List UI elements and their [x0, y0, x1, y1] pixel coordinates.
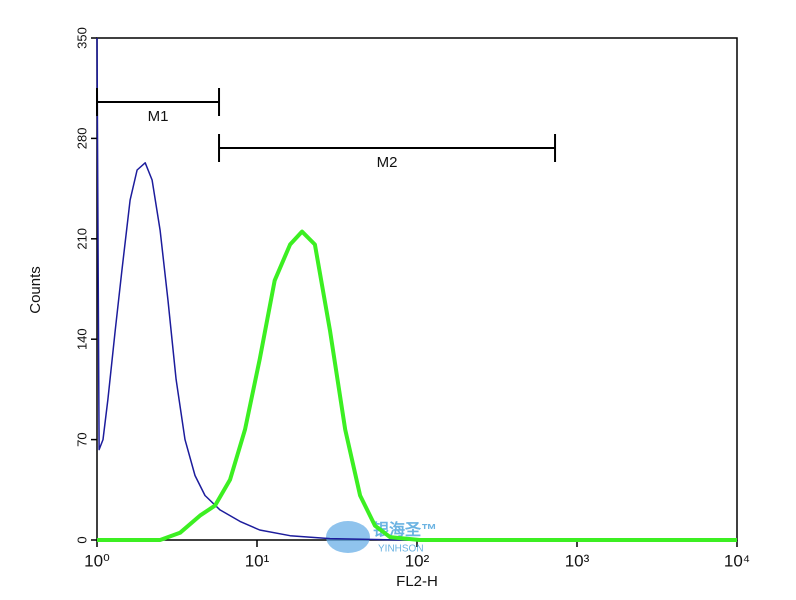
- watermark-subtext: YINHSON: [378, 544, 424, 555]
- x-tick-label: 10⁴: [724, 551, 750, 570]
- x-tick-label: 10²: [405, 551, 430, 570]
- y-tick-label: 140: [74, 328, 89, 350]
- y-tick-label: 280: [74, 128, 89, 150]
- histogram-line: [96, 37, 737, 541]
- gate-marker: M1: [96, 88, 221, 125]
- gate-label: M2: [377, 154, 398, 171]
- x-tick-label: 10⁰: [84, 551, 110, 570]
- x-tick-label: 10¹: [245, 551, 270, 570]
- plot-frame: [96, 37, 738, 541]
- x-axis-label: FL2-H: [396, 573, 438, 590]
- y-axis-label: Counts: [27, 266, 44, 314]
- gate-label: M1: [148, 108, 169, 125]
- y-tick-label: 350: [74, 27, 89, 49]
- watermark-logo: [326, 521, 370, 553]
- gate-marker: M2: [218, 134, 557, 171]
- y-tick-label: 210: [74, 228, 89, 250]
- y-tick-label: 70: [74, 432, 89, 446]
- histogram-line: [97, 229, 737, 542]
- y-tick-label: 0: [74, 536, 89, 543]
- x-tick-label: 10³: [565, 551, 590, 570]
